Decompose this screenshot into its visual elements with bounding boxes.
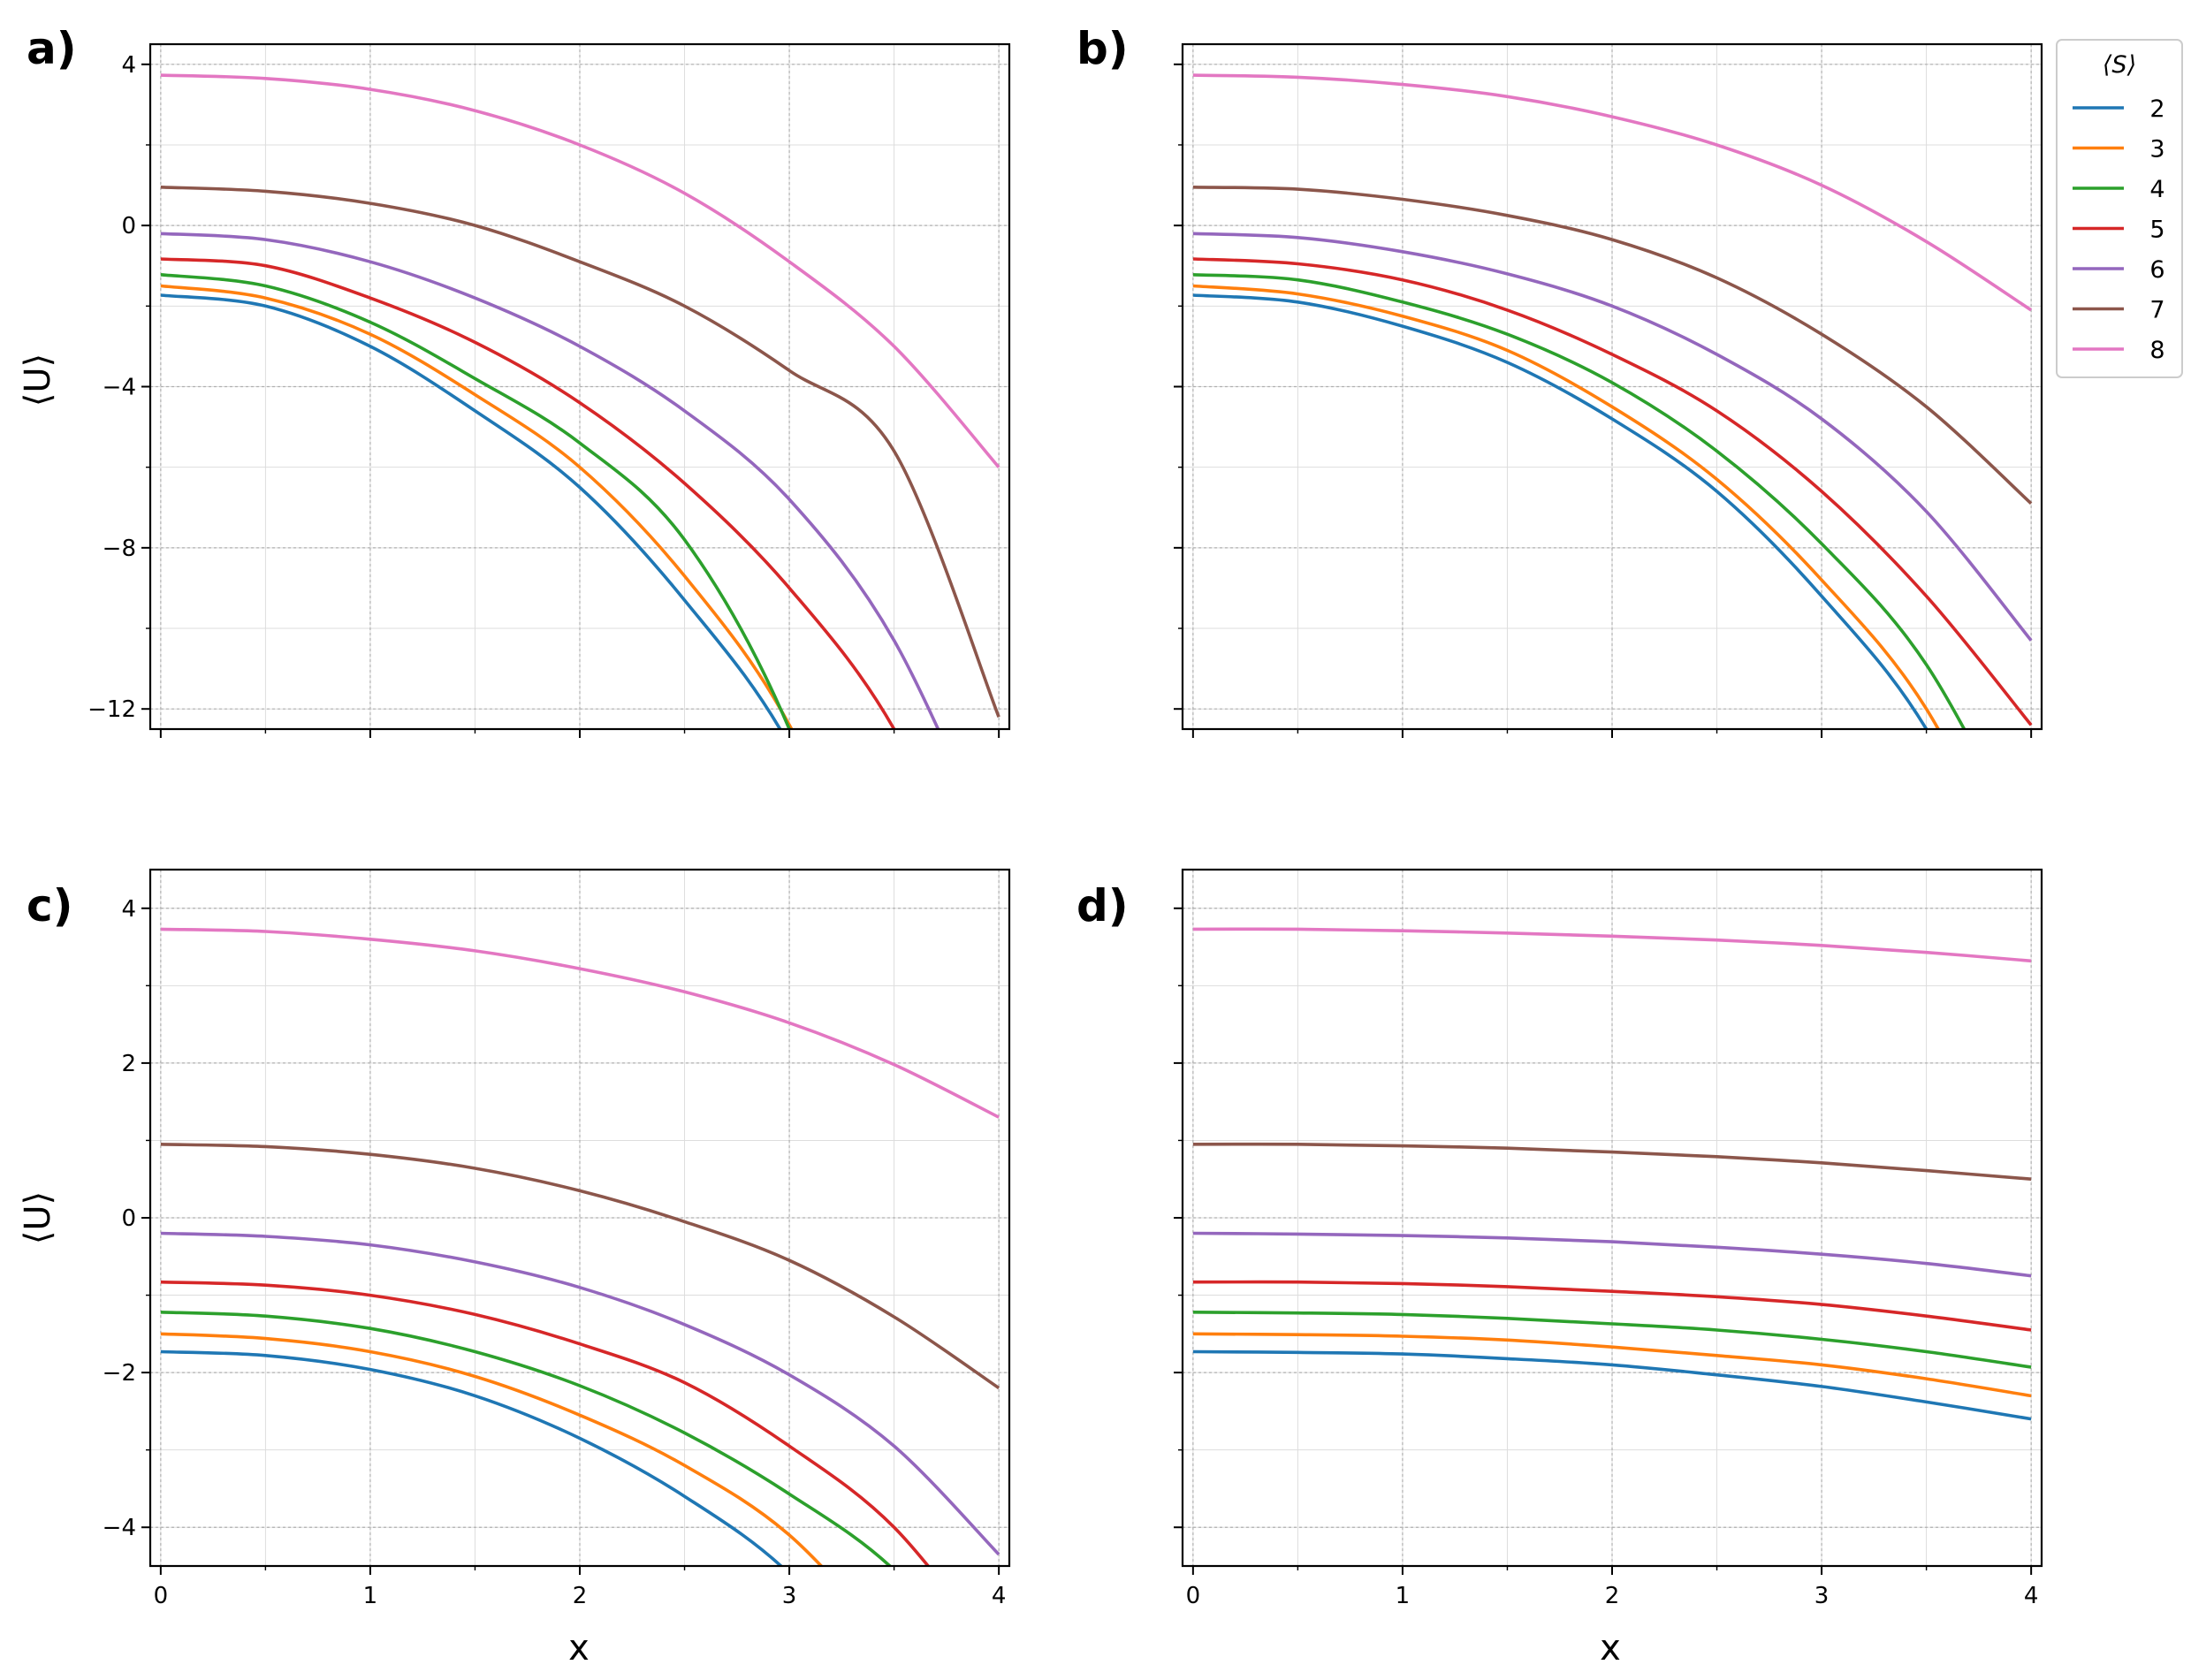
series-line-c-8 <box>160 927 1000 1119</box>
x-tick-label: 1 <box>363 1583 378 1609</box>
legend-frame <box>2056 39 2183 378</box>
series-line-d-7 <box>1192 1142 2032 1181</box>
x-tick-label: 2 <box>573 1583 588 1609</box>
ylabel-panel-c: ⟨U⟩ <box>18 1191 58 1245</box>
series-line-b-5 <box>1192 257 2033 726</box>
x-tick-label: 3 <box>1814 1583 1830 1609</box>
x-tick-label: 3 <box>782 1583 797 1609</box>
series-line-b-6 <box>1192 232 2033 642</box>
panel-a: 4 0 −4 −8 −12 <box>87 42 1011 738</box>
series-line-c-5 <box>160 1280 931 1566</box>
series-group-a <box>160 73 1000 729</box>
y-tick-label: 4 <box>121 52 136 79</box>
panel-d: 0 1 2 3 4 <box>1174 868 2043 1609</box>
legend-label-4: 4 <box>2149 176 2164 203</box>
series-line-d-5 <box>1192 1280 2032 1332</box>
panel-label-d: d) <box>1076 880 1129 931</box>
series-line-c-6 <box>160 1231 1000 1556</box>
legend-label-6: 6 <box>2149 256 2164 284</box>
series-line-a-2 <box>160 293 782 729</box>
series-line-a-8 <box>160 73 1000 468</box>
legend: ⟨S⟩ 2 3 4 5 6 7 8 <box>2056 39 2183 378</box>
y-tick-label: 0 <box>121 1205 136 1232</box>
x-tick-label: 0 <box>1186 1583 1201 1609</box>
series-line-b-3 <box>1192 284 1941 729</box>
series-line-d-3 <box>1192 1332 2032 1398</box>
y-tick-label: −4 <box>103 375 136 401</box>
y-tick-label: 0 <box>121 213 136 239</box>
series-line-c-2 <box>160 1349 784 1566</box>
legend-label-8: 8 <box>2149 337 2164 364</box>
legend-label-5: 5 <box>2149 217 2164 244</box>
panel-b <box>1174 42 2043 738</box>
y-tick-label: −4 <box>103 1515 136 1541</box>
legend-label-2: 2 <box>2149 95 2164 123</box>
xlabel-panel-c: x <box>568 1628 590 1669</box>
panel-label-c: c) <box>27 880 73 931</box>
x-tick-label: 0 <box>154 1583 169 1609</box>
legend-label-3: 3 <box>2149 136 2164 163</box>
series-line-d-8 <box>1192 927 2032 963</box>
y-tick-label: −12 <box>87 696 136 723</box>
series-line-a-6 <box>160 232 940 729</box>
panel-label-b: b) <box>1076 23 1129 74</box>
series-line-a-4 <box>160 273 792 729</box>
series-line-c-7 <box>160 1143 1000 1390</box>
ylabel-panel-a: ⟨U⟩ <box>18 353 58 407</box>
y-tick-label: −8 <box>103 536 136 562</box>
legend-title: ⟨S⟩ <box>2103 51 2136 79</box>
panels: 4 0 −4 −8 −12 0 1 2 3 4 4 2 0 −2 −4 0 1 2 3 4 <box>87 42 2043 1609</box>
panel-label-a: a) <box>27 23 77 74</box>
xlabel-panel-d: x <box>1600 1628 1621 1669</box>
x-tick-label: 4 <box>2024 1583 2039 1609</box>
x-tick-label: 2 <box>1605 1583 1620 1609</box>
y-tick-label: 2 <box>121 1051 136 1077</box>
series-line-d-2 <box>1192 1349 2032 1421</box>
panel-c: 0 1 2 3 4 4 2 0 −2 −4 <box>103 868 1011 1609</box>
y-tick-label: 4 <box>121 896 136 923</box>
series-line-c-4 <box>160 1311 893 1566</box>
series-line-a-3 <box>160 284 794 729</box>
series-line-a-5 <box>160 257 896 729</box>
series-group-c <box>160 927 1000 1566</box>
series-line-c-3 <box>160 1332 824 1566</box>
x-tick-label: 4 <box>992 1583 1007 1609</box>
series-line-b-4 <box>1192 273 1967 729</box>
series-line-b-7 <box>1192 186 2033 506</box>
series-line-d-6 <box>1192 1231 2032 1278</box>
series-line-d-4 <box>1192 1311 2032 1369</box>
series-group-d <box>1192 927 2032 1421</box>
series-line-b-8 <box>1192 73 2033 312</box>
legend-entries: 2 3 4 5 6 7 8 <box>2073 95 2165 364</box>
legend-label-7: 7 <box>2149 297 2164 324</box>
series-line-a-7 <box>160 186 1000 718</box>
x-tick-label: 1 <box>1396 1583 1411 1609</box>
y-tick-label: −2 <box>103 1360 136 1387</box>
